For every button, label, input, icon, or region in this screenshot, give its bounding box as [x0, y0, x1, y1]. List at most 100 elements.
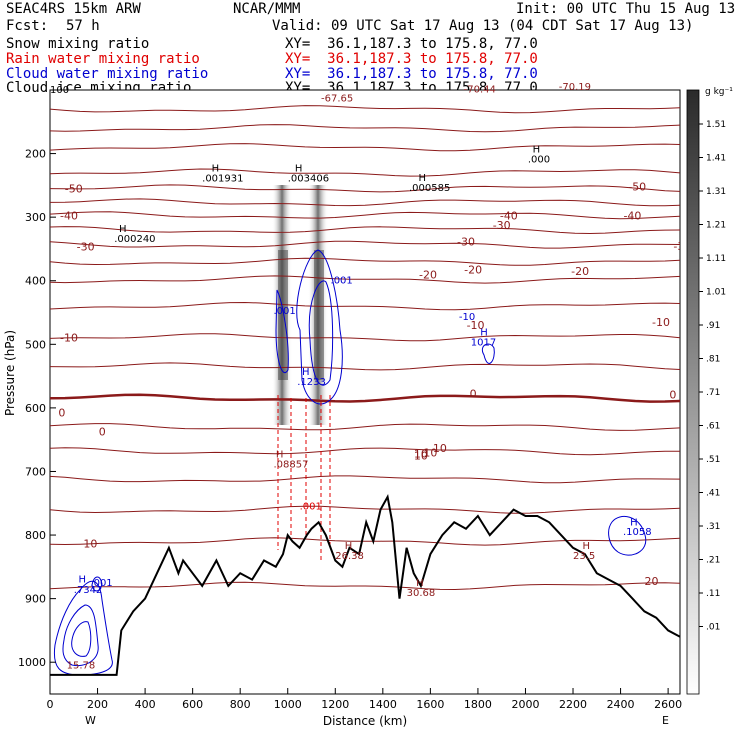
colorbar-label: .91	[706, 321, 720, 331]
point-label: .001931	[202, 174, 243, 185]
y-tick-label: 200	[25, 148, 46, 161]
isotherm-label: 10	[414, 448, 428, 461]
plot-frame	[49, 89, 681, 695]
isotherm-label: 10	[83, 537, 97, 550]
isotherm-line	[50, 275, 680, 284]
isotherm-line	[50, 168, 680, 177]
colorbar-label: .61	[706, 422, 720, 432]
isotherm-label: -20	[571, 265, 589, 278]
isotherm-line	[50, 333, 680, 342]
point-label: 30.68	[407, 588, 436, 599]
isotherm-label: -50	[65, 183, 83, 196]
point-label: -67.65	[321, 93, 353, 104]
isotherm-label: 0	[470, 387, 477, 400]
isotherm-line	[50, 184, 680, 193]
point-label: .001	[273, 306, 295, 317]
point-label: -70.44	[464, 85, 496, 96]
isotherm-label: -10	[467, 319, 485, 332]
y-tick-label: 1000	[18, 656, 46, 669]
point-label: H	[583, 541, 591, 552]
point-label: .1233	[297, 377, 326, 388]
isotherm-label: -40	[500, 209, 518, 222]
y-axis: 200 300 400 500 600 700 800 900 1000	[18, 148, 56, 669]
isotherm-line	[50, 198, 680, 207]
x-axis-label: Distance (km)	[323, 714, 407, 728]
isotherm-line	[50, 257, 680, 266]
x-tick-label: 1600	[416, 698, 444, 711]
isotherm-line	[50, 124, 680, 133]
y-tick-label: 600	[25, 402, 46, 415]
point-label: H	[630, 518, 638, 529]
point-label: .001	[331, 275, 353, 286]
isotherm-line	[50, 105, 680, 114]
point-label: -70.19	[559, 82, 591, 93]
x-tick-label: 1000	[274, 698, 302, 711]
point-label: .000585	[409, 183, 450, 194]
point-label: H	[418, 173, 426, 184]
valid-time: Valid: 09 UTC Sat 17 Aug 13 (04 CDT Sat …	[272, 18, 694, 34]
isotherm-line	[50, 226, 680, 235]
point-label: 1017	[471, 338, 496, 349]
x-tick-label: 400	[135, 698, 156, 711]
isotherm-label: -30	[493, 219, 511, 232]
y-tick-label: 800	[25, 529, 46, 542]
point-label: -10	[459, 312, 475, 323]
x-tick-label: 1400	[369, 698, 397, 711]
isotherm-label: 10	[433, 442, 447, 455]
isotherm-layer: -50-40-50-40 -40-30-30 -30-30-20 -20 -20-10-…	[50, 105, 691, 591]
x-tick-label: 2400	[607, 698, 635, 711]
isotherm-line	[50, 423, 680, 431]
point-label: H	[212, 163, 220, 174]
colorbar: g kg⁻¹ 1.51 1.41 1.31 1.21 1.11 1.01 .91 .81 .71…	[686, 87, 733, 695]
isotherm-label: 0	[58, 406, 65, 419]
init-time: Init: 00 UTC Thu 15 Aug 13	[516, 1, 736, 17]
y-tick-label: 300	[25, 211, 46, 224]
colorbar-label: 1.21	[706, 221, 726, 231]
point-label: H	[480, 327, 488, 338]
y-axis-label: Pressure (hPa)	[3, 330, 17, 416]
field-name-rain: Rain water mixing ratio	[6, 51, 200, 67]
rain-water-contours	[277, 395, 331, 560]
field-name-snow: Snow mixing ratio	[6, 36, 150, 52]
field-xy-rain: XY= 36.1,187.3 to 175.8, 77.0	[285, 51, 538, 67]
isotherm-label: -20	[464, 263, 482, 276]
point-label: .1058	[623, 527, 652, 538]
model-name: SEAC4RS 15km ARW	[6, 1, 141, 17]
isotherm-label: -10	[652, 316, 670, 329]
y-tick-label: 400	[25, 275, 46, 288]
point-label: H	[276, 449, 284, 460]
colorbar-label: 1.51	[706, 120, 726, 130]
x-tick-label: 0	[47, 698, 54, 711]
isotherm-line	[50, 581, 680, 591]
colorbar-label: .41	[706, 489, 720, 499]
isotherm-label: -40	[60, 209, 78, 222]
point-label: .7342	[74, 585, 103, 596]
point-label: H	[302, 367, 310, 378]
x-tick-label: 200	[87, 698, 108, 711]
isotherm-label: -30	[673, 240, 691, 253]
field-xy-cloud-water: XY= 36.1,187.3 to 175.8, 77.0	[285, 66, 538, 82]
point-label: .08857	[273, 460, 308, 471]
y-tick-label: 500	[25, 338, 46, 351]
isotherm-label: 0	[99, 425, 106, 438]
y-tick-label: 900	[25, 593, 46, 606]
isotherm-line	[50, 211, 680, 220]
point-label: H	[119, 224, 127, 235]
point-label: H	[295, 163, 303, 174]
point-label: .001	[90, 578, 112, 589]
point-label: .003406	[288, 174, 329, 185]
organization: NCAR/MMM	[233, 1, 301, 17]
isotherm-line	[50, 475, 680, 484]
field-xy-snow: XY= 36.1,187.3 to 175.8, 77.0	[285, 36, 538, 52]
x-east-label: E	[662, 714, 669, 727]
point-label: H	[345, 541, 353, 552]
isotherm-label: 0	[669, 389, 676, 402]
colorbar-label: .11	[706, 589, 720, 599]
colorbar-unit: g kg⁻¹	[705, 87, 733, 97]
isotherm-line	[50, 301, 680, 311]
x-tick-label: 1800	[464, 698, 492, 711]
x-tick-label: 2200	[559, 698, 587, 711]
isotherm-label: -50	[628, 181, 646, 194]
isotherm-line	[50, 447, 680, 456]
colorbar-label: 1.11	[706, 254, 726, 264]
